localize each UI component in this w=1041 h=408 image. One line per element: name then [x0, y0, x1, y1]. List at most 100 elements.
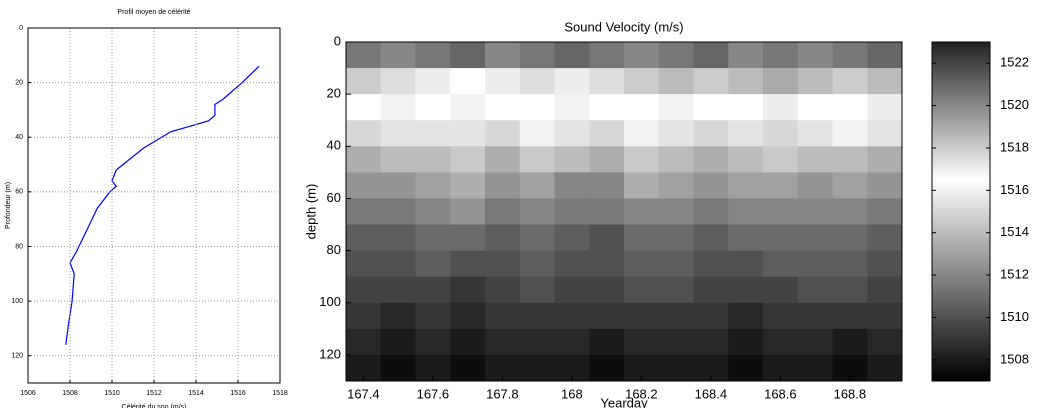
- heat-cell: [624, 68, 660, 95]
- x-tick-label: 167.6: [417, 386, 450, 401]
- heat-cell: [832, 302, 868, 330]
- heat-cell: [450, 302, 486, 330]
- heat-cell: [346, 68, 382, 95]
- heat-cell: [554, 198, 590, 226]
- x-tick-label: 168.2: [625, 386, 658, 401]
- heat-cell: [519, 276, 555, 304]
- x-tick-label: 168.4: [695, 386, 728, 401]
- heat-cell: [415, 302, 451, 330]
- heat-cell: [519, 328, 555, 356]
- heat-cell: [554, 224, 590, 252]
- heat-cell: [554, 276, 590, 304]
- heat-cell: [346, 328, 382, 356]
- heat-cell: [346, 94, 382, 121]
- heat-cell: [415, 198, 451, 226]
- heat-cell: [485, 146, 521, 173]
- heat-cell: [867, 198, 903, 226]
- heat-cell: [346, 146, 382, 173]
- heat-cell: [832, 276, 868, 304]
- heat-cell: [728, 172, 764, 199]
- heat-cell: [693, 250, 729, 278]
- heat-cell: [728, 224, 764, 252]
- heat-cell: [728, 302, 764, 330]
- heat-cell: [763, 276, 799, 304]
- heat-cell: [832, 250, 868, 278]
- colorbar: [931, 41, 991, 382]
- heat-cell: [867, 354, 903, 382]
- heat-cell: [658, 354, 694, 382]
- heat-cell: [519, 68, 555, 95]
- heat-cell: [415, 68, 451, 95]
- heat-cell: [380, 68, 416, 95]
- heat-cell: [624, 224, 660, 252]
- heat-cell: [867, 328, 903, 356]
- heat-cell: [658, 42, 694, 69]
- heat-cell: [519, 146, 555, 173]
- heat-cell: [554, 146, 590, 173]
- heat-cell: [485, 42, 521, 69]
- heat-cell: [450, 354, 486, 382]
- heat-cell: [763, 68, 799, 95]
- heat-cell: [519, 354, 555, 382]
- heat-cell: [554, 328, 590, 356]
- x-tick-label: 1516: [230, 390, 246, 397]
- heat-cell: [554, 68, 590, 95]
- heat-cell: [519, 172, 555, 199]
- heat-cell: [519, 120, 555, 147]
- x-tick-label: 1514: [188, 390, 204, 397]
- heat-cell: [658, 68, 694, 95]
- heat-cell: [554, 172, 590, 199]
- heat-cell: [728, 198, 764, 226]
- heat-cell: [589, 354, 625, 382]
- heat-cell: [693, 276, 729, 304]
- heat-cell: [380, 328, 416, 356]
- axes-frame: [345, 41, 903, 382]
- heat-cell: [554, 94, 590, 121]
- heat-cell: [589, 94, 625, 121]
- heat-cell: [797, 120, 833, 147]
- heat-cell: [832, 198, 868, 226]
- x-tick-label: 1508: [62, 390, 78, 397]
- heat-cell: [658, 276, 694, 304]
- heat-cell: [450, 172, 486, 199]
- heat-cell: [415, 328, 451, 356]
- heat-cell: [763, 224, 799, 252]
- heat-cell: [693, 172, 729, 199]
- heat-cell: [624, 250, 660, 278]
- heat-cell: [346, 250, 382, 278]
- y-tick-label: 0: [19, 25, 23, 32]
- heat-cell: [380, 224, 416, 252]
- heat-cell: [346, 172, 382, 199]
- heat-cell: [415, 224, 451, 252]
- heat-cell: [867, 224, 903, 252]
- heat-cell: [797, 328, 833, 356]
- heat-cell: [415, 172, 451, 199]
- heat-cell: [624, 146, 660, 173]
- heat-cell: [693, 42, 729, 69]
- heat-cell: [554, 250, 590, 278]
- heat-cell: [519, 42, 555, 69]
- heat-cell: [624, 198, 660, 226]
- heat-cell: [346, 198, 382, 226]
- heat-cell: [624, 42, 660, 69]
- x-tick-label: 167.4: [347, 386, 380, 401]
- heat-cell: [415, 250, 451, 278]
- heat-cell: [589, 146, 625, 173]
- heat-cell: [867, 276, 903, 304]
- heat-cell: [485, 302, 521, 330]
- heat-cell: [346, 302, 382, 330]
- heat-cell: [346, 224, 382, 252]
- heat-cell: [832, 328, 868, 356]
- heat-cell: [450, 42, 486, 69]
- heat-cell: [380, 250, 416, 278]
- heat-cell: [519, 250, 555, 278]
- heat-cell: [450, 250, 486, 278]
- x-tick-label: 1510: [104, 390, 120, 397]
- heat-cell: [867, 250, 903, 278]
- heat-cell: [797, 146, 833, 173]
- heat-cell: [728, 250, 764, 278]
- heat-cell: [380, 172, 416, 199]
- x-tick-label: 1512: [146, 390, 162, 397]
- heat-cell: [728, 146, 764, 173]
